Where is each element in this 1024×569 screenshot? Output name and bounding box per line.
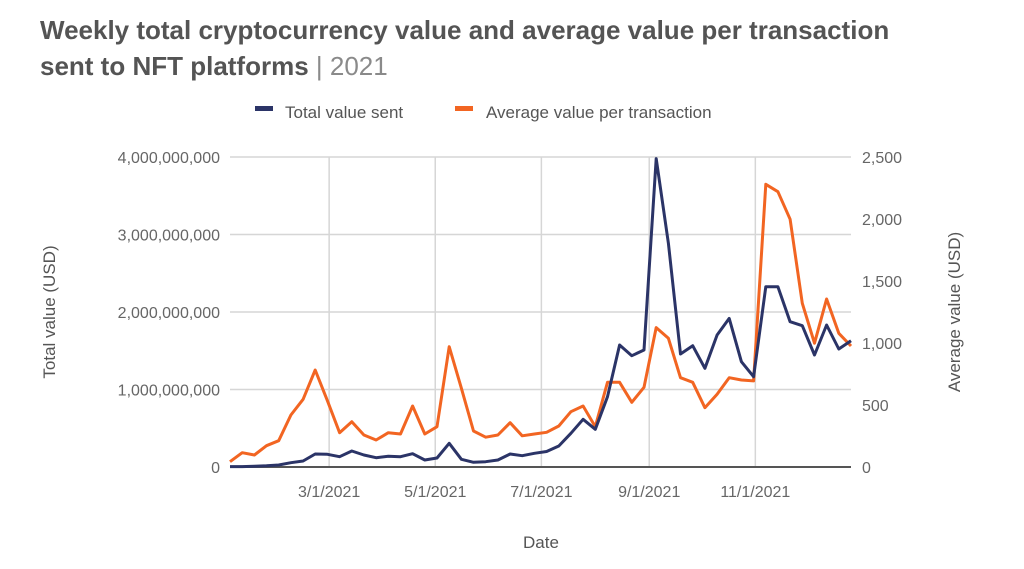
x-tick-label: 11/1/2021 xyxy=(720,484,790,501)
x-axis-label: Date xyxy=(523,533,559,552)
legend-swatch-total xyxy=(255,106,273,111)
chart-title-main: Weekly total cryptocurrency value and av… xyxy=(40,15,890,81)
legend-swatch-average xyxy=(455,106,473,111)
chart-title: Weekly total cryptocurrency value and av… xyxy=(40,12,940,84)
y-right-tick-label: 2,000 xyxy=(862,212,902,229)
x-tick-label: 9/1/2021 xyxy=(618,484,680,501)
y-left-tick-label: 3,000,000,000 xyxy=(118,228,220,245)
series-line-total-value xyxy=(230,157,852,469)
y-axis-left-label: Total value (USD) xyxy=(40,245,59,378)
y-left-tick-label: 1,000,000,000 xyxy=(118,383,220,400)
x-tick-label: 7/1/2021 xyxy=(510,484,572,501)
x-tick-label: 3/1/2021 xyxy=(298,484,360,501)
chart-subtitle: | 2021 xyxy=(315,51,388,81)
tick-labels: 0 1,000,000,000 2,000,000,000 3,000,000,000… xyxy=(118,150,902,501)
y-left-tick-label: 4,000,000,000 xyxy=(118,150,220,167)
x-tick-label: 5/1/2021 xyxy=(404,484,466,501)
chart-subtitle-year: 2021 xyxy=(329,51,388,81)
y-right-tick-label: 0 xyxy=(862,460,871,477)
y-axis-right-label: Average value (USD) xyxy=(945,232,964,392)
y-right-tick-label: 1,000 xyxy=(862,336,902,353)
series-lines xyxy=(229,157,853,469)
y-left-tick-label: 2,000,000,000 xyxy=(118,305,220,322)
gridlines xyxy=(230,156,851,468)
legend-label-total: Total value sent xyxy=(285,103,403,122)
y-left-tick-label: 0 xyxy=(211,460,220,477)
y-right-tick-label: 1,500 xyxy=(862,274,902,291)
series-line-average-value xyxy=(229,182,853,463)
legend: Total value sent Average value per trans… xyxy=(255,103,712,122)
y-right-tick-label: 2,500 xyxy=(862,150,902,167)
y-right-tick-label: 500 xyxy=(862,398,889,415)
legend-label-average: Average value per transaction xyxy=(486,103,712,122)
